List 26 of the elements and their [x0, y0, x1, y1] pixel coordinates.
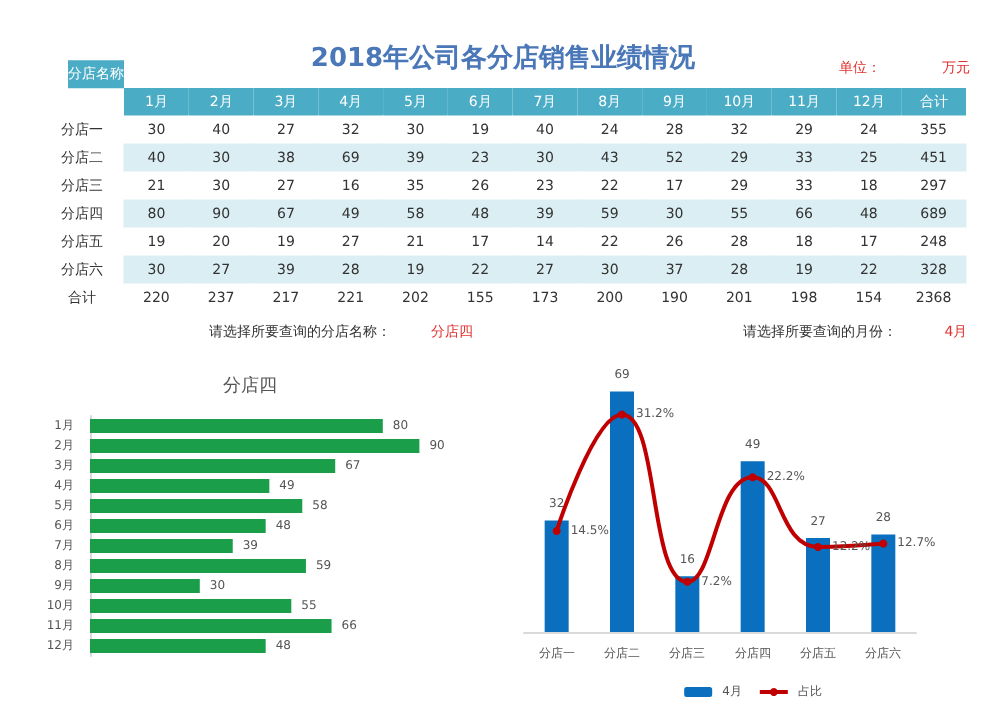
bar	[90, 579, 200, 593]
point	[683, 577, 692, 586]
bar	[90, 619, 332, 633]
bar	[90, 519, 266, 533]
chart-title: 2018年公司各分店销售业绩情况	[310, 42, 698, 74]
bar	[90, 499, 303, 513]
bar	[90, 419, 383, 433]
bar	[806, 537, 830, 632]
bar	[675, 576, 700, 632]
point	[618, 410, 626, 419]
bar	[90, 539, 233, 553]
chart-title: 分店四	[223, 375, 277, 397]
bar	[90, 559, 306, 573]
bar	[871, 534, 896, 632]
bar	[90, 599, 292, 613]
point	[748, 473, 757, 482]
bar	[90, 439, 420, 453]
bar	[90, 639, 266, 653]
bar	[740, 461, 765, 632]
bar	[544, 520, 569, 632]
point	[552, 526, 561, 535]
bar	[90, 459, 336, 473]
bar	[90, 479, 270, 493]
point	[879, 539, 888, 548]
point	[814, 542, 822, 551]
bar	[610, 391, 634, 632]
